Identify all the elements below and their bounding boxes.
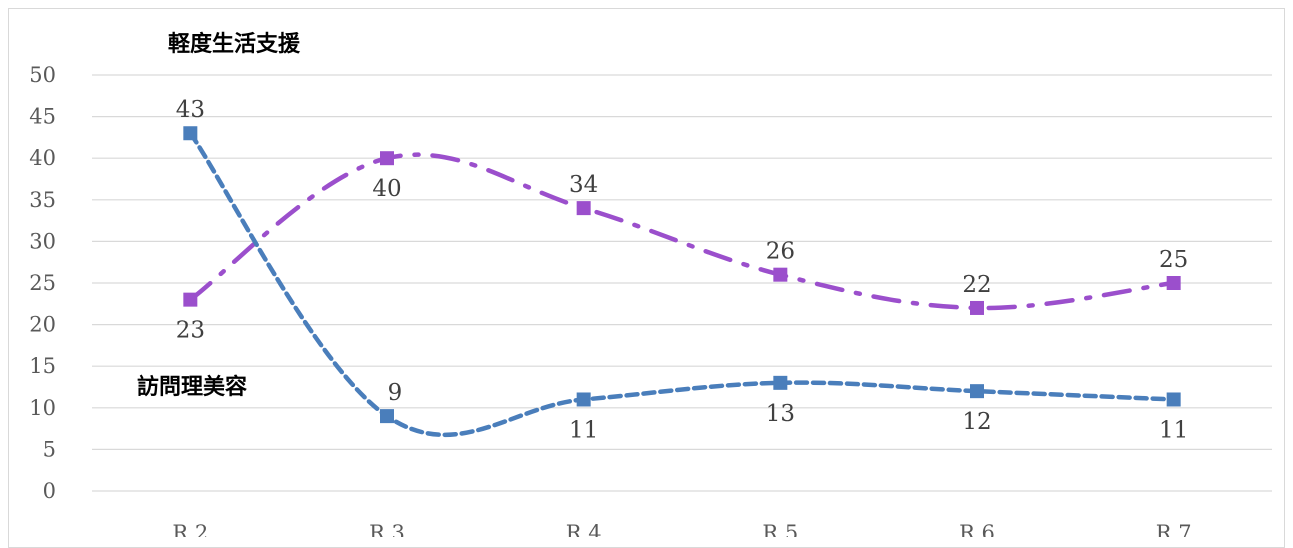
series-lines bbox=[188, 130, 1176, 437]
chart-frame bbox=[8, 8, 1285, 548]
series-line-0 bbox=[188, 152, 1176, 311]
data-label: 26 bbox=[766, 239, 795, 265]
x-axis-ticks: R.2 R.3 R.4 R.5 R.6 R.7 bbox=[172, 521, 1191, 537]
data-point-marker bbox=[773, 375, 788, 390]
series-label-0: 軽度生活支援 bbox=[168, 31, 301, 57]
x-tick-label: R.7 bbox=[1156, 521, 1192, 537]
x-tick-label: R.6 bbox=[959, 521, 995, 537]
data-label: 22 bbox=[962, 272, 991, 298]
series-line-1 bbox=[188, 130, 1176, 437]
y-tick-label: 10 bbox=[29, 396, 56, 420]
data-point-marker bbox=[183, 292, 198, 307]
x-tick-label: R.4 bbox=[566, 521, 602, 537]
y-tick-label: 40 bbox=[29, 146, 56, 170]
data-point-marker bbox=[380, 409, 394, 424]
y-tick-label: 0 bbox=[43, 479, 56, 503]
y-tick-label: 45 bbox=[29, 105, 56, 129]
data-point-marker bbox=[1166, 276, 1181, 290]
y-tick-label: 35 bbox=[29, 188, 56, 212]
data-label: 13 bbox=[766, 401, 795, 427]
y-tick-label: 5 bbox=[43, 437, 56, 461]
data-point-marker bbox=[1166, 392, 1181, 407]
data-point-marker bbox=[380, 151, 394, 166]
data-label: 23 bbox=[176, 318, 205, 344]
x-tick-label: R.3 bbox=[369, 521, 405, 537]
y-tick-label: 15 bbox=[29, 354, 56, 378]
series-markers bbox=[183, 126, 1181, 424]
data-point-marker bbox=[183, 126, 198, 141]
data-point-marker bbox=[576, 392, 591, 407]
data-point-marker bbox=[970, 300, 984, 315]
series-label-1: 訪問理美容 bbox=[137, 374, 247, 400]
y-axis-ticks: 0 5 10 15 20 25 30 35 40 45 50 bbox=[29, 63, 56, 503]
data-labels: 23 40 34 26 22 25 43 9 11 13 12 11 bbox=[176, 97, 1189, 443]
data-label: 11 bbox=[569, 417, 598, 443]
y-tick-label: 30 bbox=[29, 229, 56, 253]
gridlines bbox=[92, 74, 1272, 492]
x-tick-label: R.5 bbox=[762, 521, 798, 537]
data-label: 40 bbox=[372, 176, 401, 202]
data-label: 43 bbox=[176, 97, 205, 123]
y-tick-label: 25 bbox=[29, 271, 56, 295]
data-point-marker bbox=[773, 267, 788, 282]
data-point-marker bbox=[970, 384, 984, 399]
data-label: 25 bbox=[1159, 247, 1188, 273]
data-label: 9 bbox=[388, 380, 403, 406]
data-point-marker bbox=[576, 201, 591, 216]
data-label: 34 bbox=[569, 172, 598, 198]
data-label: 12 bbox=[962, 409, 991, 435]
y-tick-label: 20 bbox=[29, 313, 56, 337]
y-tick-label: 50 bbox=[29, 63, 56, 87]
x-tick-label: R.2 bbox=[172, 521, 208, 537]
data-label: 11 bbox=[1159, 417, 1188, 443]
